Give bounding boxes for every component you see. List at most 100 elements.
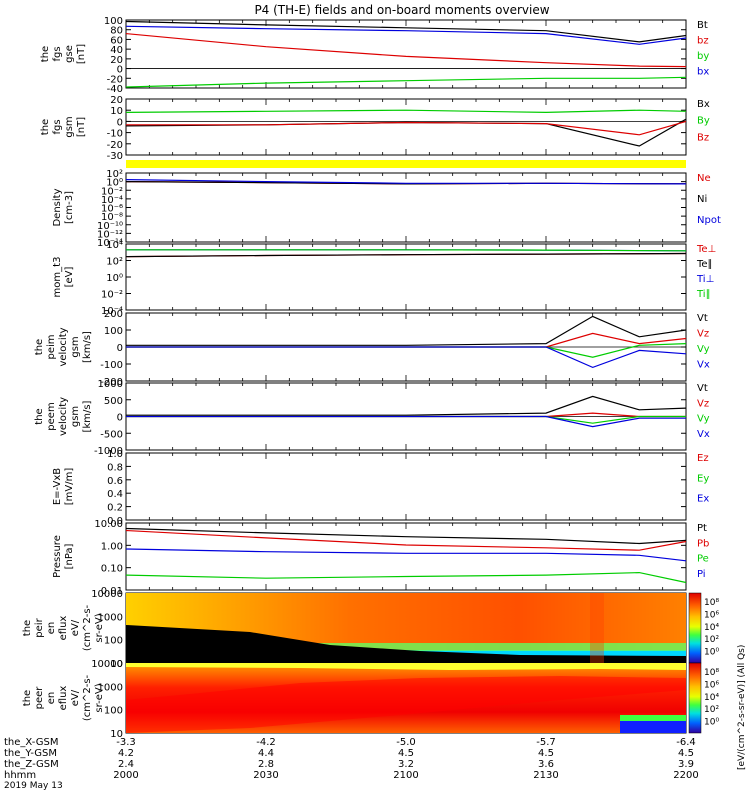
y-axis-label: en [46, 692, 57, 705]
colorbar-tick-label: 10⁴ [704, 693, 719, 703]
ephemeris-value: 2.4 [118, 759, 134, 770]
y-axis-label: [nT] [76, 117, 87, 137]
colorbar-tick-label: 10⁶ [704, 680, 719, 690]
ephemeris-value: 3.9 [678, 759, 694, 770]
y-axis-label: sr-eV) [94, 683, 105, 712]
y-axis-label: [km/s] [82, 331, 93, 363]
y-tick-label: 10⁻² [101, 290, 123, 301]
series-line-Te∥ [125, 252, 687, 258]
y-tick-label: 0 [117, 413, 123, 424]
series-line-Vt [126, 315, 687, 346]
y-axis-label: peir [34, 617, 45, 637]
ephemeris-value: 4.4 [258, 748, 274, 759]
legend-label: Bt [697, 20, 708, 31]
y-tick-label: 0.2 [107, 503, 123, 514]
legend-label: Pt [697, 523, 707, 534]
y-axis-label: eV/ [70, 689, 81, 706]
legend-label: Te⊥ [696, 244, 716, 255]
peem-velocity-panel: 1000 500 0 -500 -1000 the peem velocity gsm [km/s… [34, 379, 710, 457]
y-tick-label: -40 [107, 84, 123, 95]
y-axis-label: velocity [58, 397, 69, 436]
legend-label: Te∥ [696, 259, 713, 270]
y-axis-label: fgs [52, 119, 63, 134]
y-axis-label: gsm [64, 116, 75, 137]
y-axis-label: sr-eV) [94, 613, 105, 642]
y-axis-label: the [34, 408, 45, 424]
y-tick-label: 1.00 [101, 541, 123, 552]
y-tick-label: 100 [104, 16, 123, 27]
footer-ephemeris: the_X-GSM -3.3 -4.2 -5.0 -5.7 -6.4 the_Y-GSM 4.… [4, 737, 699, 781]
ephemeris-value: 2.8 [258, 759, 274, 770]
y-axis-label: Density [52, 188, 63, 226]
y-axis-label: mom_t3 [52, 257, 63, 298]
y-tick-label: 1000 [98, 612, 123, 623]
y-tick-label: 0.4 [107, 489, 123, 500]
y-axis-label: eV/ [70, 619, 81, 636]
y-tick-label: 10⁰ [106, 273, 123, 284]
legend-label: Npot [697, 215, 721, 226]
ephemeris-row-label: the_Y-GSM [4, 748, 57, 759]
y-tick-label: 500 [104, 396, 123, 407]
y-axis-label: [mV/m] [64, 468, 75, 506]
ephemeris-value: -5.0 [396, 737, 416, 748]
series-line-by [125, 76, 687, 88]
y-tick-label: -500 [100, 429, 123, 440]
y-axis-label: peem [46, 402, 57, 430]
ephemeris-value: 2030 [253, 770, 278, 781]
y-tick-label: 10.00 [94, 519, 123, 530]
y-tick-label: 20 [110, 55, 123, 66]
ephemeris-row-label: the_X-GSM [4, 737, 58, 748]
legend-label: Bz [697, 132, 709, 143]
colorbar: 10⁸ 10⁶ 10⁴ 10² 10⁰ 10⁸ 10⁶ 10⁴ 10² 10⁰ [eV/(cm^2… [688, 592, 747, 770]
ephemeris-value: 3.2 [398, 759, 414, 770]
y-axis-label: the [22, 620, 33, 636]
y-axis-label: eflux [58, 686, 69, 711]
y-tick-label: 10² [106, 257, 123, 268]
y-tick-label: 10⁰ [106, 178, 123, 189]
y-tick-label: 40 [110, 45, 123, 56]
y-tick-label: 0.01 [101, 586, 123, 597]
series-line-Vt [126, 395, 687, 416]
legend-label: Pe [697, 554, 709, 565]
e-field-panel: 1.0 0.8 0.6 0.4 0.2 0.0 E=-VxB [mV/m] Ez Ey Ex [52, 449, 709, 527]
legend-label: Ni [697, 194, 707, 205]
y-tick-label: 10⁴ [106, 240, 123, 251]
legend-label: Bx [697, 99, 710, 110]
legend-label: By [697, 116, 710, 127]
y-tick-label: 100 [104, 326, 123, 337]
y-tick-label: 10 [110, 106, 123, 117]
series-line-bz [125, 33, 687, 68]
colorbar-tick-label: 10⁸ [704, 668, 719, 678]
y-axis-label: fgs [52, 46, 63, 61]
ephemeris-row-label: the_Z-GSM [4, 759, 59, 770]
y-tick-label: 60 [110, 35, 123, 46]
panel-frame [125, 522, 687, 591]
y-axis-label: E=-VxB [52, 468, 63, 505]
series-line-Pt [125, 527, 687, 545]
y-axis-label: gsm [70, 336, 81, 357]
legend-label: Vy [697, 414, 710, 425]
legend-label: bz [697, 36, 709, 47]
y-axis-label: (cm^2-s- [82, 674, 93, 721]
y-tick-label: -100 [100, 360, 123, 371]
legend-label: Ex [697, 494, 709, 505]
temperature-panel: 10⁴ 10² 10⁰ 10⁻² 10⁻⁴ mom_t3 [eV] Te⊥ Te∥ Ti⊥ Ti∥ [52, 240, 716, 317]
y-axis-label: eflux [58, 616, 69, 641]
ephemeris-value: -3.3 [116, 737, 136, 748]
panel-frame [125, 452, 687, 521]
panel-frame [125, 98, 687, 156]
y-tick-label: 10² [106, 169, 123, 180]
colorbar-tick-label: 10⁶ [704, 610, 719, 620]
y-tick-label: 10⁻¹² [97, 229, 123, 240]
series-line-By [125, 109, 687, 114]
y-tick-label: 0.6 [107, 476, 123, 487]
legend-label: Vz [697, 398, 709, 409]
y-tick-label: 10⁻¹⁴ [97, 238, 123, 249]
y-tick-label: 10⁻¹⁰ [97, 221, 123, 232]
y-tick-label: -30 [107, 151, 123, 162]
legend-label: Pi [697, 569, 706, 580]
